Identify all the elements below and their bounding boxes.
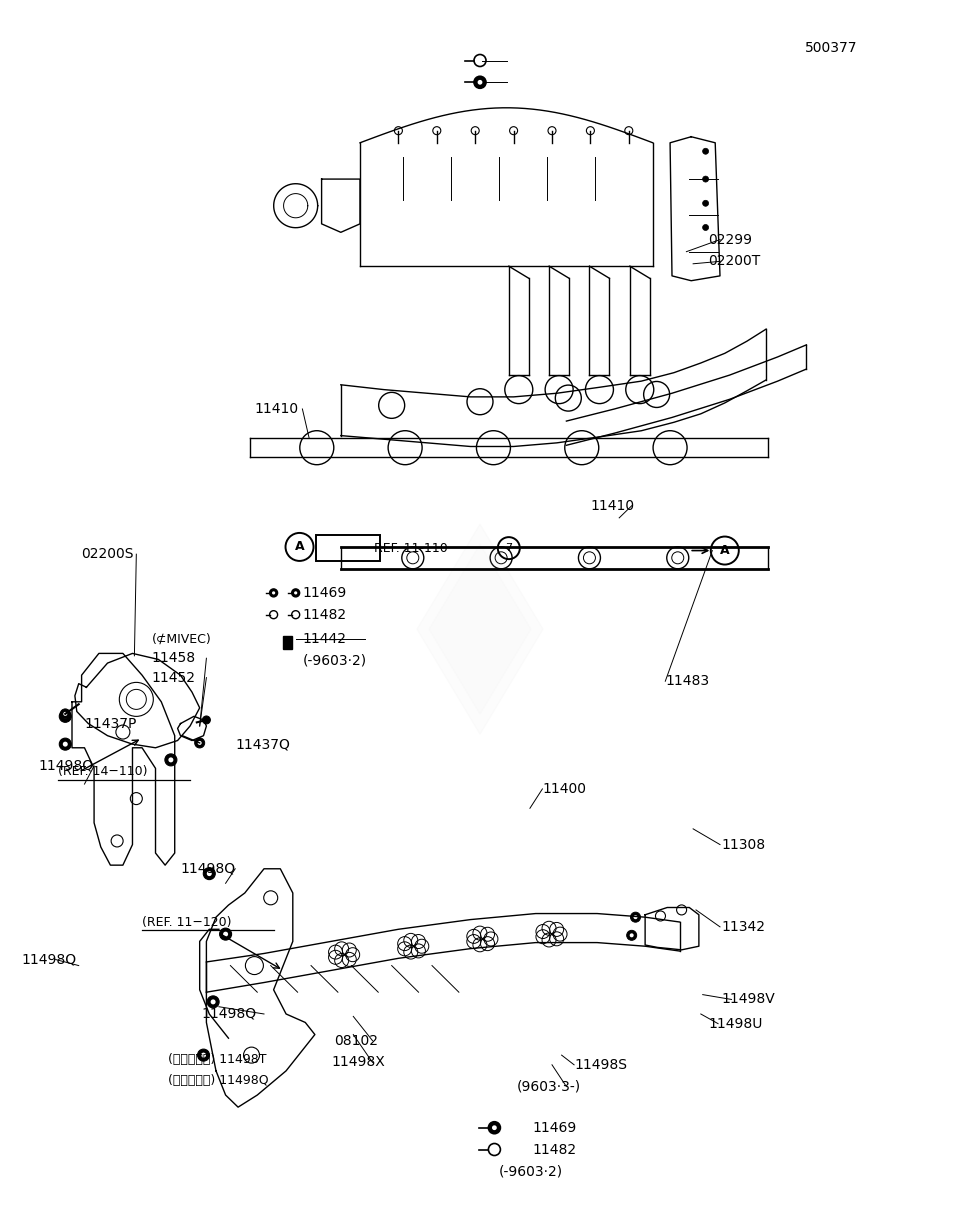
Text: 11498U: 11498U <box>708 1016 763 1031</box>
Text: 11458: 11458 <box>152 651 196 666</box>
Circle shape <box>272 592 276 594</box>
Circle shape <box>703 225 708 230</box>
Circle shape <box>63 711 67 716</box>
Text: 11437P: 11437P <box>84 716 137 731</box>
Text: (REF. 14−110): (REF. 14−110) <box>58 766 147 778</box>
Bar <box>283 636 292 650</box>
Text: 11483: 11483 <box>665 674 709 688</box>
Circle shape <box>220 928 231 940</box>
Text: 11437Q: 11437Q <box>235 737 290 751</box>
Text: 11469: 11469 <box>533 1120 577 1135</box>
Text: 11410: 11410 <box>590 499 635 513</box>
Circle shape <box>703 201 708 206</box>
Text: 11482: 11482 <box>302 607 347 622</box>
Text: 11498S: 11498S <box>574 1058 627 1072</box>
Text: 11498Q: 11498Q <box>38 759 93 773</box>
Text: (⊄MIVEC): (⊄MIVEC) <box>152 633 211 645</box>
Circle shape <box>198 1049 209 1061</box>
Circle shape <box>474 76 486 88</box>
Text: 7: 7 <box>505 543 513 553</box>
Circle shape <box>62 742 68 747</box>
Circle shape <box>703 149 708 154</box>
Circle shape <box>489 1122 500 1134</box>
Circle shape <box>203 716 210 724</box>
Circle shape <box>223 932 228 937</box>
Text: 11498V: 11498V <box>722 992 776 1007</box>
Circle shape <box>207 996 219 1008</box>
Text: (ＴＣＬ付き) 11498T: (ＴＣＬ付き) 11498T <box>168 1054 267 1066</box>
Circle shape <box>270 589 277 597</box>
Polygon shape <box>417 524 543 734</box>
Circle shape <box>201 1053 206 1058</box>
Text: 11452: 11452 <box>152 670 196 685</box>
Circle shape <box>60 710 71 722</box>
Circle shape <box>634 915 637 920</box>
Text: (-9603·2): (-9603·2) <box>302 653 367 668</box>
Text: 11410: 11410 <box>254 402 299 416</box>
Circle shape <box>627 930 636 940</box>
Circle shape <box>478 80 482 85</box>
Text: 11498Q: 11498Q <box>21 952 76 967</box>
Circle shape <box>60 709 70 719</box>
Text: REF. 11-110: REF. 11-110 <box>374 542 447 554</box>
Text: A: A <box>720 544 730 557</box>
Circle shape <box>204 868 215 880</box>
Circle shape <box>630 933 634 938</box>
Text: 08102: 08102 <box>334 1033 378 1048</box>
Text: (REF. 11−120): (REF. 11−120) <box>142 916 231 928</box>
Text: 11308: 11308 <box>722 837 766 852</box>
Circle shape <box>631 912 640 922</box>
Circle shape <box>492 1125 497 1130</box>
Text: 11498Q: 11498Q <box>180 862 235 876</box>
Text: 11498Q: 11498Q <box>202 1007 256 1021</box>
Circle shape <box>206 871 212 876</box>
Circle shape <box>703 177 708 182</box>
Text: 11482: 11482 <box>533 1142 577 1157</box>
Text: (9603·3-): (9603·3-) <box>516 1079 581 1094</box>
Circle shape <box>292 589 300 597</box>
Text: (-9603·2): (-9603·2) <box>499 1164 564 1179</box>
Text: 11469: 11469 <box>302 586 347 600</box>
Circle shape <box>195 738 204 748</box>
Text: 500377: 500377 <box>804 41 857 56</box>
Text: 02200S: 02200S <box>82 547 134 561</box>
Circle shape <box>210 999 216 1004</box>
Text: 02299: 02299 <box>708 232 753 247</box>
Circle shape <box>168 757 174 762</box>
Circle shape <box>294 592 298 594</box>
Circle shape <box>198 741 202 745</box>
Text: 11342: 11342 <box>722 920 766 934</box>
Circle shape <box>62 714 68 719</box>
Text: A: A <box>295 541 304 553</box>
Text: 11498X: 11498X <box>331 1055 385 1070</box>
Text: 11442: 11442 <box>302 632 347 646</box>
Text: 11400: 11400 <box>542 782 587 796</box>
Circle shape <box>60 738 71 750</box>
Circle shape <box>165 754 177 766</box>
Text: (ＴＣＬ無し) 11498Q: (ＴＣＬ無し) 11498Q <box>168 1074 269 1087</box>
Text: 02200T: 02200T <box>708 254 760 269</box>
